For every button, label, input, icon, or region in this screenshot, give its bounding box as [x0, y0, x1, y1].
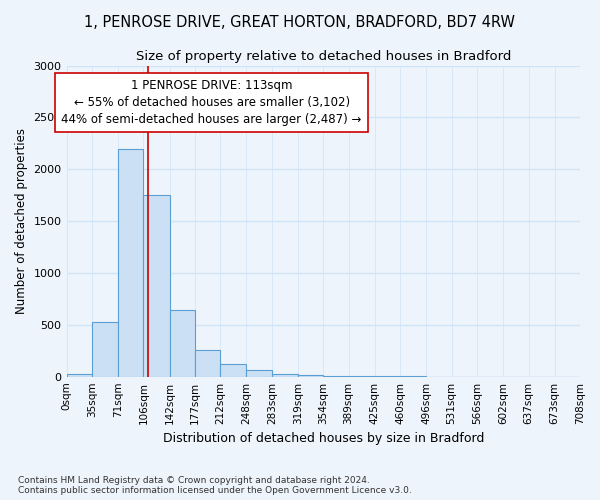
Bar — [170, 310, 195, 376]
Bar — [143, 195, 170, 376]
Y-axis label: Number of detached properties: Number of detached properties — [15, 128, 28, 314]
Bar — [118, 148, 143, 376]
Bar — [298, 374, 323, 376]
Bar — [195, 350, 220, 376]
Bar — [272, 374, 298, 376]
Bar — [67, 374, 92, 376]
Text: 1 PENROSE DRIVE: 113sqm
← 55% of detached houses are smaller (3,102)
44% of semi: 1 PENROSE DRIVE: 113sqm ← 55% of detache… — [61, 79, 362, 126]
Bar — [220, 364, 247, 376]
Bar — [247, 370, 272, 376]
Title: Size of property relative to detached houses in Bradford: Size of property relative to detached ho… — [136, 50, 511, 63]
Text: Contains HM Land Registry data © Crown copyright and database right 2024.
Contai: Contains HM Land Registry data © Crown c… — [18, 476, 412, 495]
X-axis label: Distribution of detached houses by size in Bradford: Distribution of detached houses by size … — [163, 432, 484, 445]
Bar — [92, 322, 118, 376]
Text: 1, PENROSE DRIVE, GREAT HORTON, BRADFORD, BD7 4RW: 1, PENROSE DRIVE, GREAT HORTON, BRADFORD… — [85, 15, 515, 30]
